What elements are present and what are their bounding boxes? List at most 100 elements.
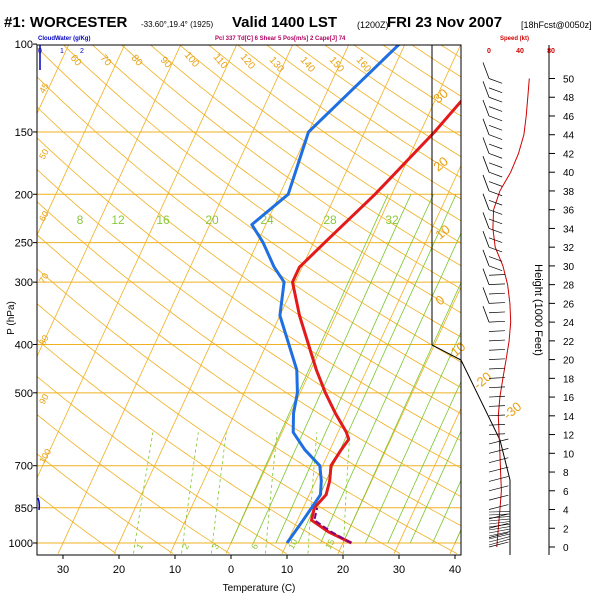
wind-barb xyxy=(488,367,505,370)
speed-label: Speed (kt) xyxy=(500,36,530,42)
height-tick-label: 0 xyxy=(563,543,569,554)
height-tick-label: 48 xyxy=(563,93,575,104)
title-bar: #1: WORCESTER -33.60°,19.4° (1925) Valid… xyxy=(0,0,600,42)
station-label: #1: WORCESTER xyxy=(4,14,128,31)
parcel-label: Pcl 337 Td[C] 6 Shear 5 Pos[m/s] 2 Cape[… xyxy=(215,36,346,42)
speed-tick-label: 0 xyxy=(487,48,491,55)
speed-tick-label: 40 xyxy=(516,48,524,55)
adiabat-label: 90 xyxy=(37,392,51,406)
wind-barb-flag xyxy=(482,305,490,323)
wind-barb xyxy=(488,162,503,168)
wind-barb-flag xyxy=(482,249,490,267)
adiabat-label: 70 xyxy=(37,271,51,285)
wind-barb-flag xyxy=(482,268,490,285)
wind-barb-low xyxy=(488,538,511,546)
height-tick-label: 8 xyxy=(563,468,569,479)
dry-adiabat xyxy=(37,137,461,442)
dry-adiabat xyxy=(37,303,401,554)
height-tick-label: 38 xyxy=(563,187,575,198)
low-mixing-ratio-label: 15 xyxy=(323,537,337,551)
moist-adiabat xyxy=(387,380,461,544)
dry-adiabat xyxy=(37,375,287,554)
y-tick-label: 300 xyxy=(15,277,33,289)
wind-barb-flag xyxy=(482,193,490,210)
wind-barb-flag xyxy=(482,174,490,192)
wind-barb-flag xyxy=(482,62,490,79)
height-tick-label: 28 xyxy=(563,281,575,292)
height-tick-label: 36 xyxy=(563,206,575,217)
isotherm-label: 80 xyxy=(129,53,145,69)
dry-adiabat xyxy=(237,45,461,200)
mixing-ratio-label: 32 xyxy=(385,213,399,227)
isotherm-line xyxy=(337,286,461,554)
isotherm-line xyxy=(0,33,18,554)
dry-adiabat xyxy=(37,414,230,554)
dry-adiabat xyxy=(37,453,174,554)
wind-barb xyxy=(488,358,505,360)
adiabat-label: 80 xyxy=(37,333,51,347)
height-tick-label: 46 xyxy=(563,112,575,123)
y-tick-label: 700 xyxy=(15,461,33,473)
height-tick-label: 40 xyxy=(563,168,575,179)
wind-barb xyxy=(488,395,505,398)
mixing-ratio-line xyxy=(265,432,278,554)
wind-barb xyxy=(488,134,503,140)
low-mixing-ratio-label: 3 xyxy=(210,542,221,551)
wind-panel-outline xyxy=(431,45,511,555)
cloudwater-tick-label: 2 xyxy=(80,48,84,55)
x-tick-label: 20 xyxy=(337,564,349,576)
forecast-label: [18hFcst@0050z] xyxy=(521,20,592,30)
dry-adiabat xyxy=(324,45,461,137)
dry-adiabat xyxy=(37,106,461,415)
y-tick-label: 100 xyxy=(15,39,33,51)
isotherm-label: 120 xyxy=(238,52,257,72)
cloudwater-tick-label: 1 xyxy=(60,48,64,55)
mixing-ratio-label: 16 xyxy=(156,213,170,227)
isotherm-line xyxy=(281,164,461,554)
moist-adiabat xyxy=(432,479,461,544)
wind-barb xyxy=(488,209,503,215)
isotherm-label: 140 xyxy=(298,55,317,75)
moist-adiabat xyxy=(409,430,461,544)
mixing-ratio-line xyxy=(181,432,199,554)
height-tick-label: 42 xyxy=(563,149,575,160)
y-tick-label: 200 xyxy=(15,189,33,201)
theta-label: -30 xyxy=(500,399,524,423)
adiabat-label: 45 xyxy=(37,81,51,95)
right-axis-title: Height (1000 Feet) xyxy=(532,264,544,356)
moist-adiabat xyxy=(320,232,461,544)
wind-barb xyxy=(488,171,503,178)
x-tick-label: 10 xyxy=(169,564,181,576)
wind-barb-flag xyxy=(482,137,490,154)
dry-adiabat xyxy=(37,76,461,388)
y-tick-label: 250 xyxy=(15,238,33,250)
wind-barb xyxy=(488,125,503,131)
wind-barb-low xyxy=(488,536,511,543)
wind-barb xyxy=(488,246,503,253)
isotherm-label: 70 xyxy=(98,53,114,69)
height-tick-label: 18 xyxy=(563,374,575,385)
moist-adiabat xyxy=(253,194,412,544)
grid-layer xyxy=(0,33,461,554)
wind-barb xyxy=(488,424,505,426)
wind-barb xyxy=(488,96,503,103)
wind-barb-low xyxy=(488,526,511,531)
wind-barb xyxy=(488,405,505,407)
wind-barb xyxy=(488,466,509,473)
wind-barb-low xyxy=(488,533,511,540)
wind-barb-flag xyxy=(482,212,490,229)
mixing-ratio-label: 28 xyxy=(323,213,337,227)
dry-adiabat xyxy=(121,45,461,290)
low-mixing-ratio-label: 1 xyxy=(134,542,145,551)
wind-barb-low xyxy=(488,521,511,525)
y-axis-title: P (hPa) xyxy=(6,301,17,335)
wind-barb-flag xyxy=(482,231,490,248)
moist-adiabat xyxy=(230,194,389,544)
wind-barb-flag xyxy=(482,156,490,173)
wind-barb xyxy=(488,504,509,510)
dry-adiabat xyxy=(37,168,461,469)
wind-barb-flag xyxy=(482,99,490,117)
wind-barb-flag xyxy=(482,118,490,135)
wind-barb xyxy=(488,311,505,314)
